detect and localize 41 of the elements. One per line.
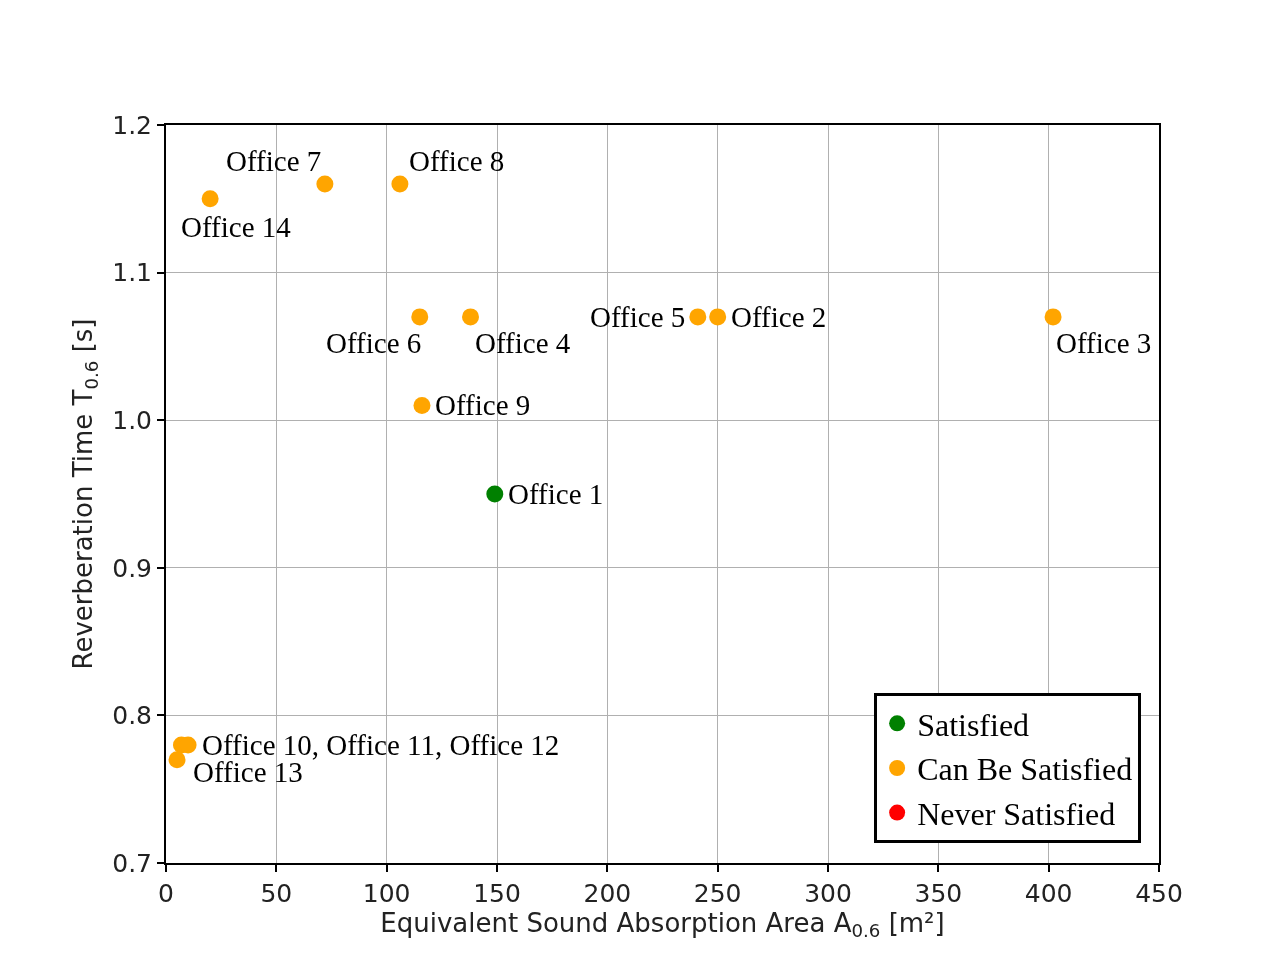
annotation: Office 4 bbox=[475, 327, 571, 359]
x-tick-label: 300 bbox=[804, 879, 852, 908]
point bbox=[168, 751, 186, 769]
annotation: Office 3 bbox=[1056, 327, 1152, 359]
point bbox=[709, 308, 727, 326]
x-tick-label: 250 bbox=[693, 879, 742, 908]
x-tick-label: 0 bbox=[158, 879, 174, 908]
point bbox=[411, 308, 429, 326]
annotation: Office 14 bbox=[181, 211, 292, 243]
annotation: Office 2 bbox=[731, 301, 827, 333]
annotation: Office 8 bbox=[409, 145, 505, 177]
x-tick-label: 150 bbox=[473, 879, 521, 908]
y-tick-label: 0.8 bbox=[112, 701, 152, 731]
point bbox=[391, 175, 409, 193]
x-tick-label: 350 bbox=[914, 879, 963, 908]
point bbox=[1044, 308, 1062, 326]
x-tick-label: 50 bbox=[260, 879, 293, 908]
y-tick-label: 1.2 bbox=[112, 110, 152, 140]
y-tick-label: 1.1 bbox=[112, 258, 152, 288]
annotation: Office 1 bbox=[508, 478, 604, 510]
y-tick-label: 0.7 bbox=[112, 848, 152, 878]
point bbox=[486, 485, 504, 503]
point bbox=[689, 308, 707, 326]
legend-label: Satisfied bbox=[917, 706, 1030, 743]
point bbox=[413, 396, 431, 414]
x-tick-label: 200 bbox=[583, 879, 632, 908]
x-tick-label: 100 bbox=[362, 879, 411, 908]
y-tick-label: 0.9 bbox=[112, 553, 152, 583]
annotation: Office 9 bbox=[435, 389, 531, 421]
y-tick-label: 1.0 bbox=[112, 405, 152, 435]
annotation: Office 5 bbox=[590, 301, 686, 333]
legend-label: Never Satisfied bbox=[917, 796, 1116, 833]
legend-label: Can Be Satisfied bbox=[917, 751, 1133, 788]
x-axis-title: Equivalent Sound Absorption Area A$_{0.6}$ [m²] bbox=[380, 908, 945, 942]
annotation: Office 6 bbox=[326, 327, 422, 359]
point bbox=[462, 308, 480, 326]
x-tick-label: 400 bbox=[1024, 879, 1073, 908]
point bbox=[316, 175, 334, 193]
point bbox=[201, 190, 219, 208]
x-tick-label: 450 bbox=[1135, 879, 1183, 908]
annotation: Office 7 bbox=[226, 145, 322, 177]
